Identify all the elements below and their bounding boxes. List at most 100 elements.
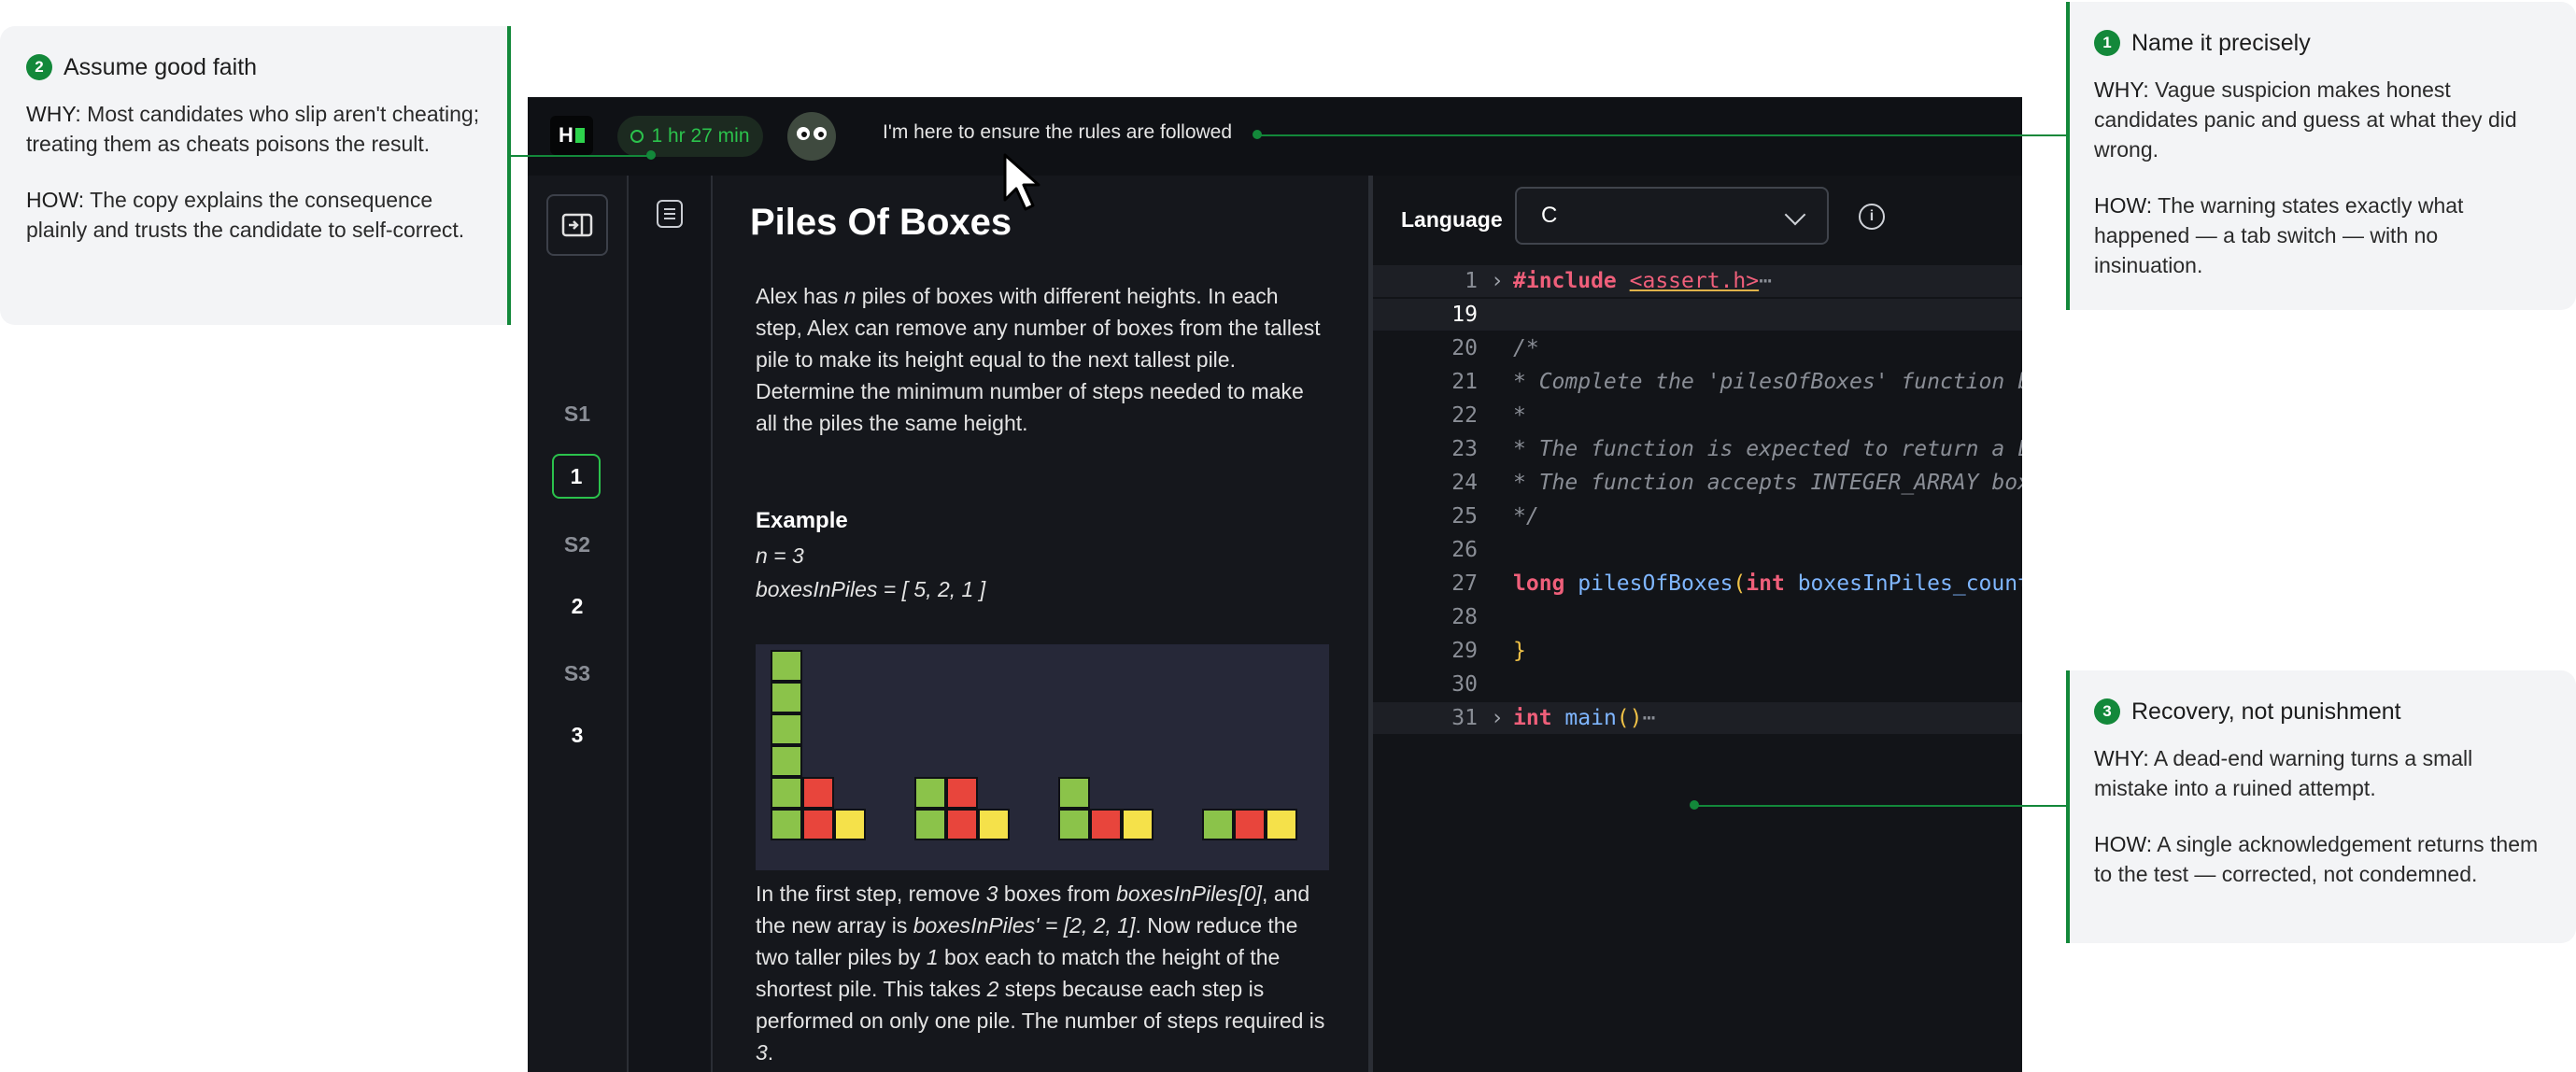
section-label-s2: S2 (563, 532, 591, 557)
code-text: */ (1513, 504, 1539, 529)
timer-badge: 1 hr 27 min (617, 116, 763, 157)
annotation-number-badge: 3 (2094, 698, 2120, 725)
line-number: 24 (1451, 471, 1478, 495)
chevron-down-icon (1784, 204, 1806, 226)
example-heading: Example (756, 508, 848, 533)
pile-box (914, 777, 946, 809)
line-number: 20 (1451, 336, 1478, 360)
line-number: 30 (1451, 672, 1478, 697)
how-text: The warning states exactly what happened… (2094, 193, 2464, 277)
pile-box (771, 809, 802, 840)
pile-box (802, 809, 834, 840)
code-line[interactable]: 19 (1373, 299, 2022, 331)
annotation-number-badge: 2 (26, 54, 52, 80)
code-line[interactable]: 30 (1373, 669, 2022, 700)
annotation-heading: 1 Name it precisely (2094, 28, 2550, 58)
code-text: #include <assert.h>⋯ (1513, 269, 1772, 293)
pile-box (771, 777, 802, 809)
code-line[interactable]: 22 * (1373, 400, 2022, 431)
code-line[interactable]: 28 (1373, 601, 2022, 633)
line-number: 23 (1451, 437, 1478, 461)
code-line[interactable]: 20 /* (1373, 332, 2022, 364)
question-1-button[interactable]: 1 (552, 454, 601, 499)
language-value: C (1541, 203, 1558, 228)
logo-letter: H (559, 123, 573, 147)
clock-icon (630, 130, 644, 143)
code-line[interactable]: 24 * The function accepts INTEGER_ARRAY … (1373, 467, 2022, 499)
logo-mark (574, 128, 585, 143)
fold-chevron-icon[interactable]: › (1491, 269, 1504, 293)
pile-box (771, 682, 802, 713)
info-icon[interactable]: i (1859, 204, 1885, 230)
problem-tab-rail (629, 176, 713, 1072)
code-text: * Complete the 'pilesOfBoxes' function b… (1513, 370, 2022, 394)
pile-box (802, 777, 834, 809)
section-label-s3: S3 (563, 661, 591, 685)
proctor-message: I'm here to ensure the rules are followe… (883, 121, 1233, 143)
code-text: int main()⋯ (1513, 706, 1656, 730)
pile-box (1202, 809, 1234, 840)
line-number: 27 (1451, 571, 1478, 596)
code-line[interactable]: 26 (1373, 534, 2022, 566)
pile-box (1058, 809, 1090, 840)
pile-box (978, 809, 1010, 840)
code-line[interactable]: 31 › int main()⋯ (1373, 702, 2022, 734)
why-label: WHY: (26, 102, 81, 126)
annotation-how: HOW: A single acknowledgement returns th… (2094, 829, 2550, 889)
code-line[interactable]: 21 * Complete the 'pilesOfBoxes' functio… (1373, 366, 2022, 398)
why-text: Vague suspicion makes honest candidates … (2094, 78, 2517, 162)
annotation-how: HOW: The warning states exactly what hap… (2094, 190, 2550, 280)
code-line[interactable]: 27 long pilesOfBoxes(int boxesInPiles_cou… (1373, 568, 2022, 599)
pile-box (1266, 809, 1297, 840)
hackerrank-logo: H (550, 116, 593, 155)
code-text: * The function accepts INTEGER_ARRAY box… (1513, 471, 2022, 495)
code-line[interactable]: 23 * The function is expected to return … (1373, 433, 2022, 465)
code-line[interactable]: 25 */ (1373, 501, 2022, 532)
language-select[interactable]: C (1515, 187, 1829, 245)
annotation-card-recovery-not-punishment: 3 Recovery, not punishment WHY: A dead-e… (2066, 670, 2576, 943)
pile-box (1234, 809, 1266, 840)
code-text: long pilesOfBoxes(int boxesInPiles_count… (1513, 571, 2022, 596)
problem-title: Piles Of Boxes (750, 202, 1012, 243)
code-text: * (1513, 403, 1526, 428)
section-label-s1: S1 (563, 402, 591, 426)
code-text: /* (1513, 336, 1539, 360)
code-text: } (1513, 639, 1526, 663)
line-number: 31 (1451, 706, 1478, 730)
question-3-button[interactable]: 3 (571, 723, 584, 747)
problem-document-icon[interactable] (657, 200, 683, 228)
line-number: 25 (1451, 504, 1478, 529)
line-number: 22 (1451, 403, 1478, 428)
question-navigation-rail: S1 1 S2 2 S3 3 (528, 176, 629, 1072)
timer-text: 1 hr 27 min (651, 125, 750, 147)
annotation-title: Assume good faith (64, 54, 258, 80)
question-2-button[interactable]: 2 (571, 594, 584, 618)
annotation-card-assume-good-faith: 2 Assume good faith WHY: Most candidates… (0, 26, 511, 325)
example-n: n = 3 (756, 543, 804, 568)
annotation-why: WHY: A dead-end warning turns a small mi… (2094, 743, 2550, 803)
pile-box (914, 809, 946, 840)
line-number: 29 (1451, 639, 1478, 663)
connector-line-top (1257, 134, 2066, 136)
line-number: 1 (1465, 269, 1478, 293)
how-text: A single acknowledgement returns them to… (2094, 832, 2539, 886)
language-label: Language (1401, 207, 1503, 232)
annotation-number-badge: 1 (2094, 30, 2120, 56)
code-line[interactable]: 29} (1373, 635, 2022, 667)
panel-resize-handle[interactable] (1368, 176, 1373, 1072)
how-label: HOW: (2094, 193, 2153, 218)
panel-toggle-icon (561, 213, 593, 237)
how-label: HOW: (26, 188, 85, 212)
why-text: A dead-end warning turns a small mistake… (2094, 746, 2473, 800)
pile-box (946, 809, 978, 840)
why-label: WHY: (2094, 78, 2149, 102)
annotation-heading: 2 Assume good faith (26, 52, 481, 82)
collapse-panel-button[interactable] (546, 194, 608, 256)
problem-statement-panel: Piles Of Boxes Alex has n piles of boxes… (713, 176, 1366, 1072)
avatar-eye-left (797, 127, 810, 140)
how-text: The copy explains the consequence plainl… (26, 188, 465, 242)
fold-chevron-icon[interactable]: › (1491, 706, 1504, 730)
connector-dot-top (1253, 130, 1262, 139)
code-line[interactable]: 1 › #include <assert.h>⋯ (1373, 265, 2022, 297)
pile-box (1122, 809, 1154, 840)
